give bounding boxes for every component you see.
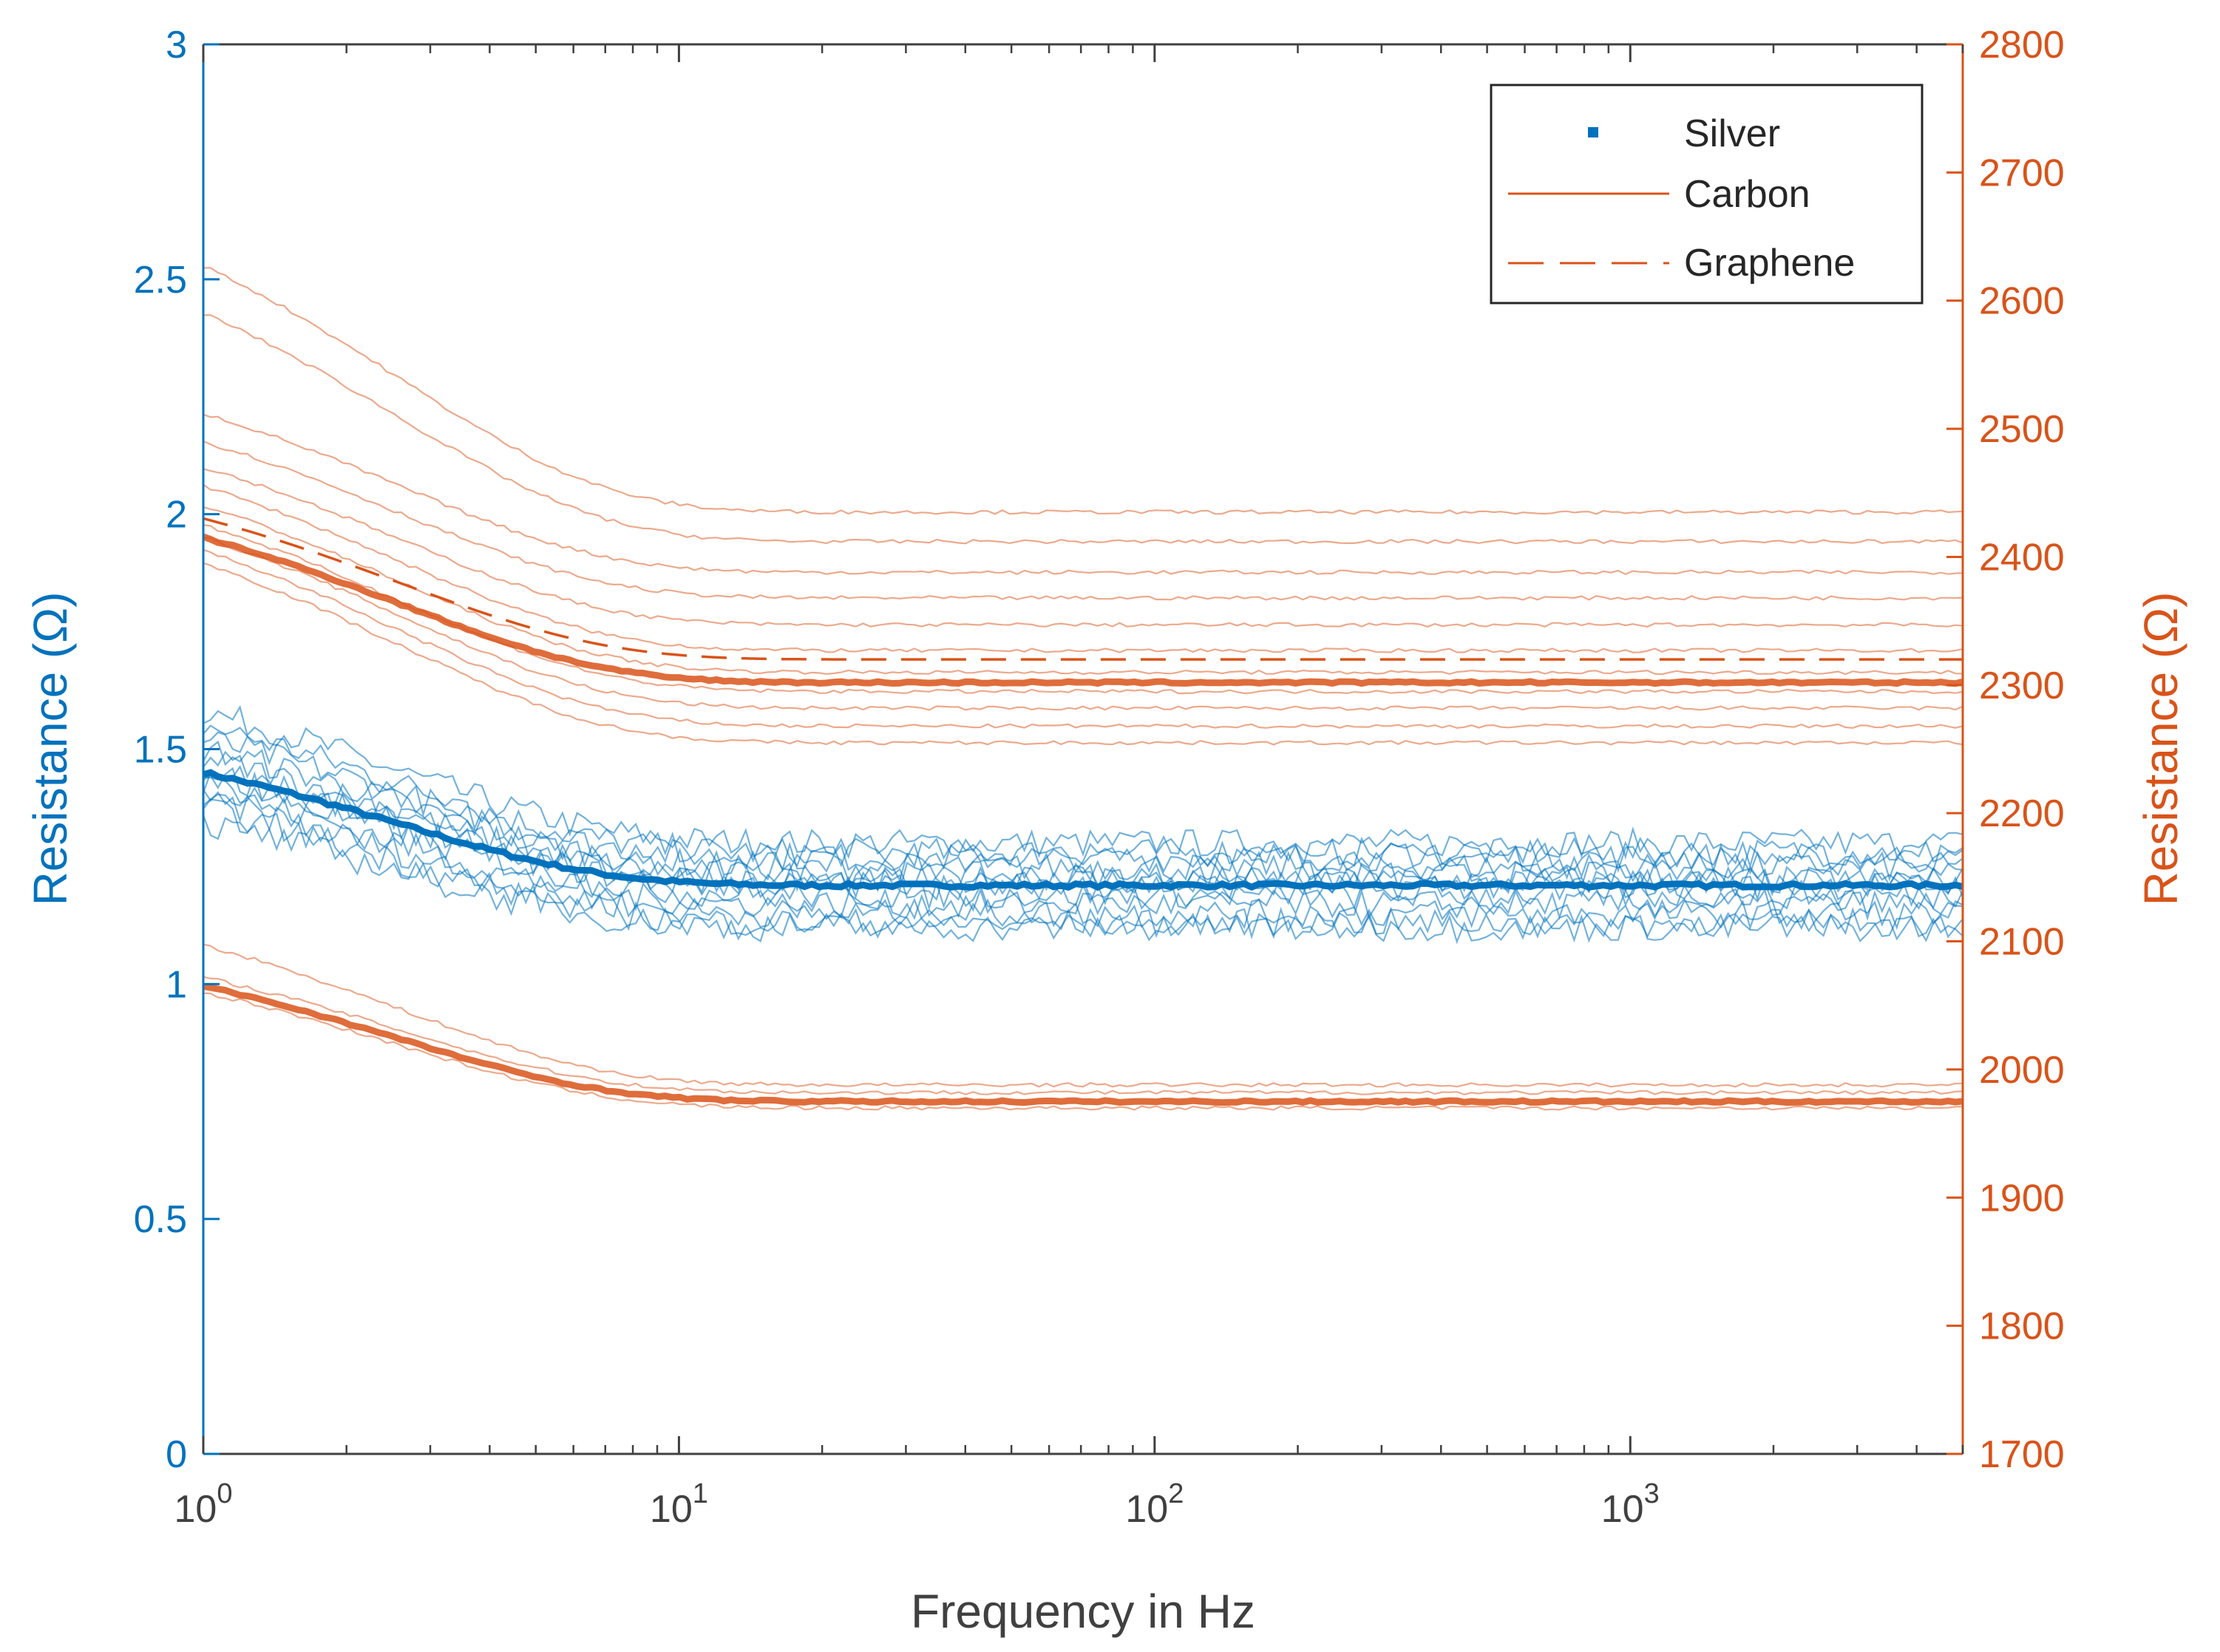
- series-line-13: [203, 267, 1963, 515]
- series-line-11: [203, 798, 1963, 939]
- series-line-27: [203, 976, 1963, 1095]
- legend: Silver Carbon Graphene: [1490, 84, 1924, 305]
- series-layer: [202, 267, 1964, 1111]
- y-right-tick-label: 2700: [1979, 152, 2065, 194]
- series-line-18: [203, 483, 1963, 653]
- y-right-tick-label: 2100: [1979, 921, 2065, 964]
- y-right-tick-label: 1700: [1979, 1433, 2065, 1476]
- series-line-5: [203, 750, 1963, 892]
- series-line-28: [203, 983, 1963, 1107]
- series-line-15: [203, 413, 1963, 576]
- series-line-7: [203, 766, 1964, 902]
- series-line-8: [202, 771, 1963, 911]
- series-line-21: [203, 537, 1963, 711]
- y-right-tick-label: 2300: [1979, 664, 2065, 707]
- series-line-16: [203, 440, 1963, 601]
- y-right-tick-label: 2000: [1979, 1049, 2065, 1092]
- series-line-19: [203, 506, 1963, 676]
- series-line-26: [203, 943, 1963, 1088]
- y-right-tick-label: 2800: [1979, 24, 2065, 67]
- series-line-29: [203, 992, 1963, 1111]
- y-right-tick-label: 1800: [1979, 1305, 2065, 1348]
- series-line-3: [203, 731, 1963, 874]
- series-line-25: [202, 533, 1964, 687]
- series-line-14: [203, 314, 1963, 545]
- y-left-tick-label: 2: [166, 494, 187, 537]
- y-axis-right-label: Resistance (Ω): [2134, 592, 2187, 906]
- y-right-tick-label: 2500: [1979, 408, 2065, 451]
- x-tick-label: 101: [650, 1478, 708, 1531]
- x-tick-label: 102: [1125, 1478, 1184, 1531]
- y-right-tick-label: 1900: [1979, 1177, 2065, 1220]
- y-left-tick-label: 0.5: [134, 1198, 187, 1241]
- legend-label-silver: Silver: [1684, 112, 1780, 155]
- y-left-tick-label: 1: [166, 963, 187, 1006]
- y-left-tick-label: 2.5: [134, 259, 187, 302]
- legend-label-graphene: Graphene: [1684, 242, 1855, 285]
- y-left-tick-label: 1.5: [134, 729, 187, 772]
- y-left-tick-label: 3: [166, 24, 187, 67]
- y-left-tick-label: 0: [166, 1433, 187, 1476]
- y-right-tick-label: 2200: [1979, 792, 2065, 835]
- series-line-22: [203, 548, 1963, 730]
- x-axis-label: Frequency in Hz: [911, 1585, 1255, 1638]
- axes-layer: 0 0.5 1 1.5 2 2.5 3 1700 1800 1900 2000 2100 2200 230…: [134, 24, 2065, 1531]
- y-axis-left-label: Resistance (Ω): [24, 592, 77, 906]
- series-line-9: [203, 793, 1963, 922]
- series-line-23: [203, 562, 1963, 746]
- series-line-17: [203, 468, 1963, 628]
- y-right-tick-label: 2600: [1979, 280, 2065, 323]
- series-line-4: [203, 740, 1963, 883]
- x-tick-label: 100: [174, 1478, 233, 1531]
- series-line-10: [203, 789, 1963, 931]
- x-tick-label: 103: [1601, 1478, 1660, 1531]
- series-line-24: [203, 517, 1963, 661]
- series-line-6: [203, 764, 1963, 897]
- series-line-12: [202, 815, 1963, 945]
- y-right-tick-label: 2400: [1979, 536, 2065, 579]
- legend-label-carbon: Carbon: [1684, 173, 1810, 216]
- legend-silver-marker: [1588, 127, 1598, 137]
